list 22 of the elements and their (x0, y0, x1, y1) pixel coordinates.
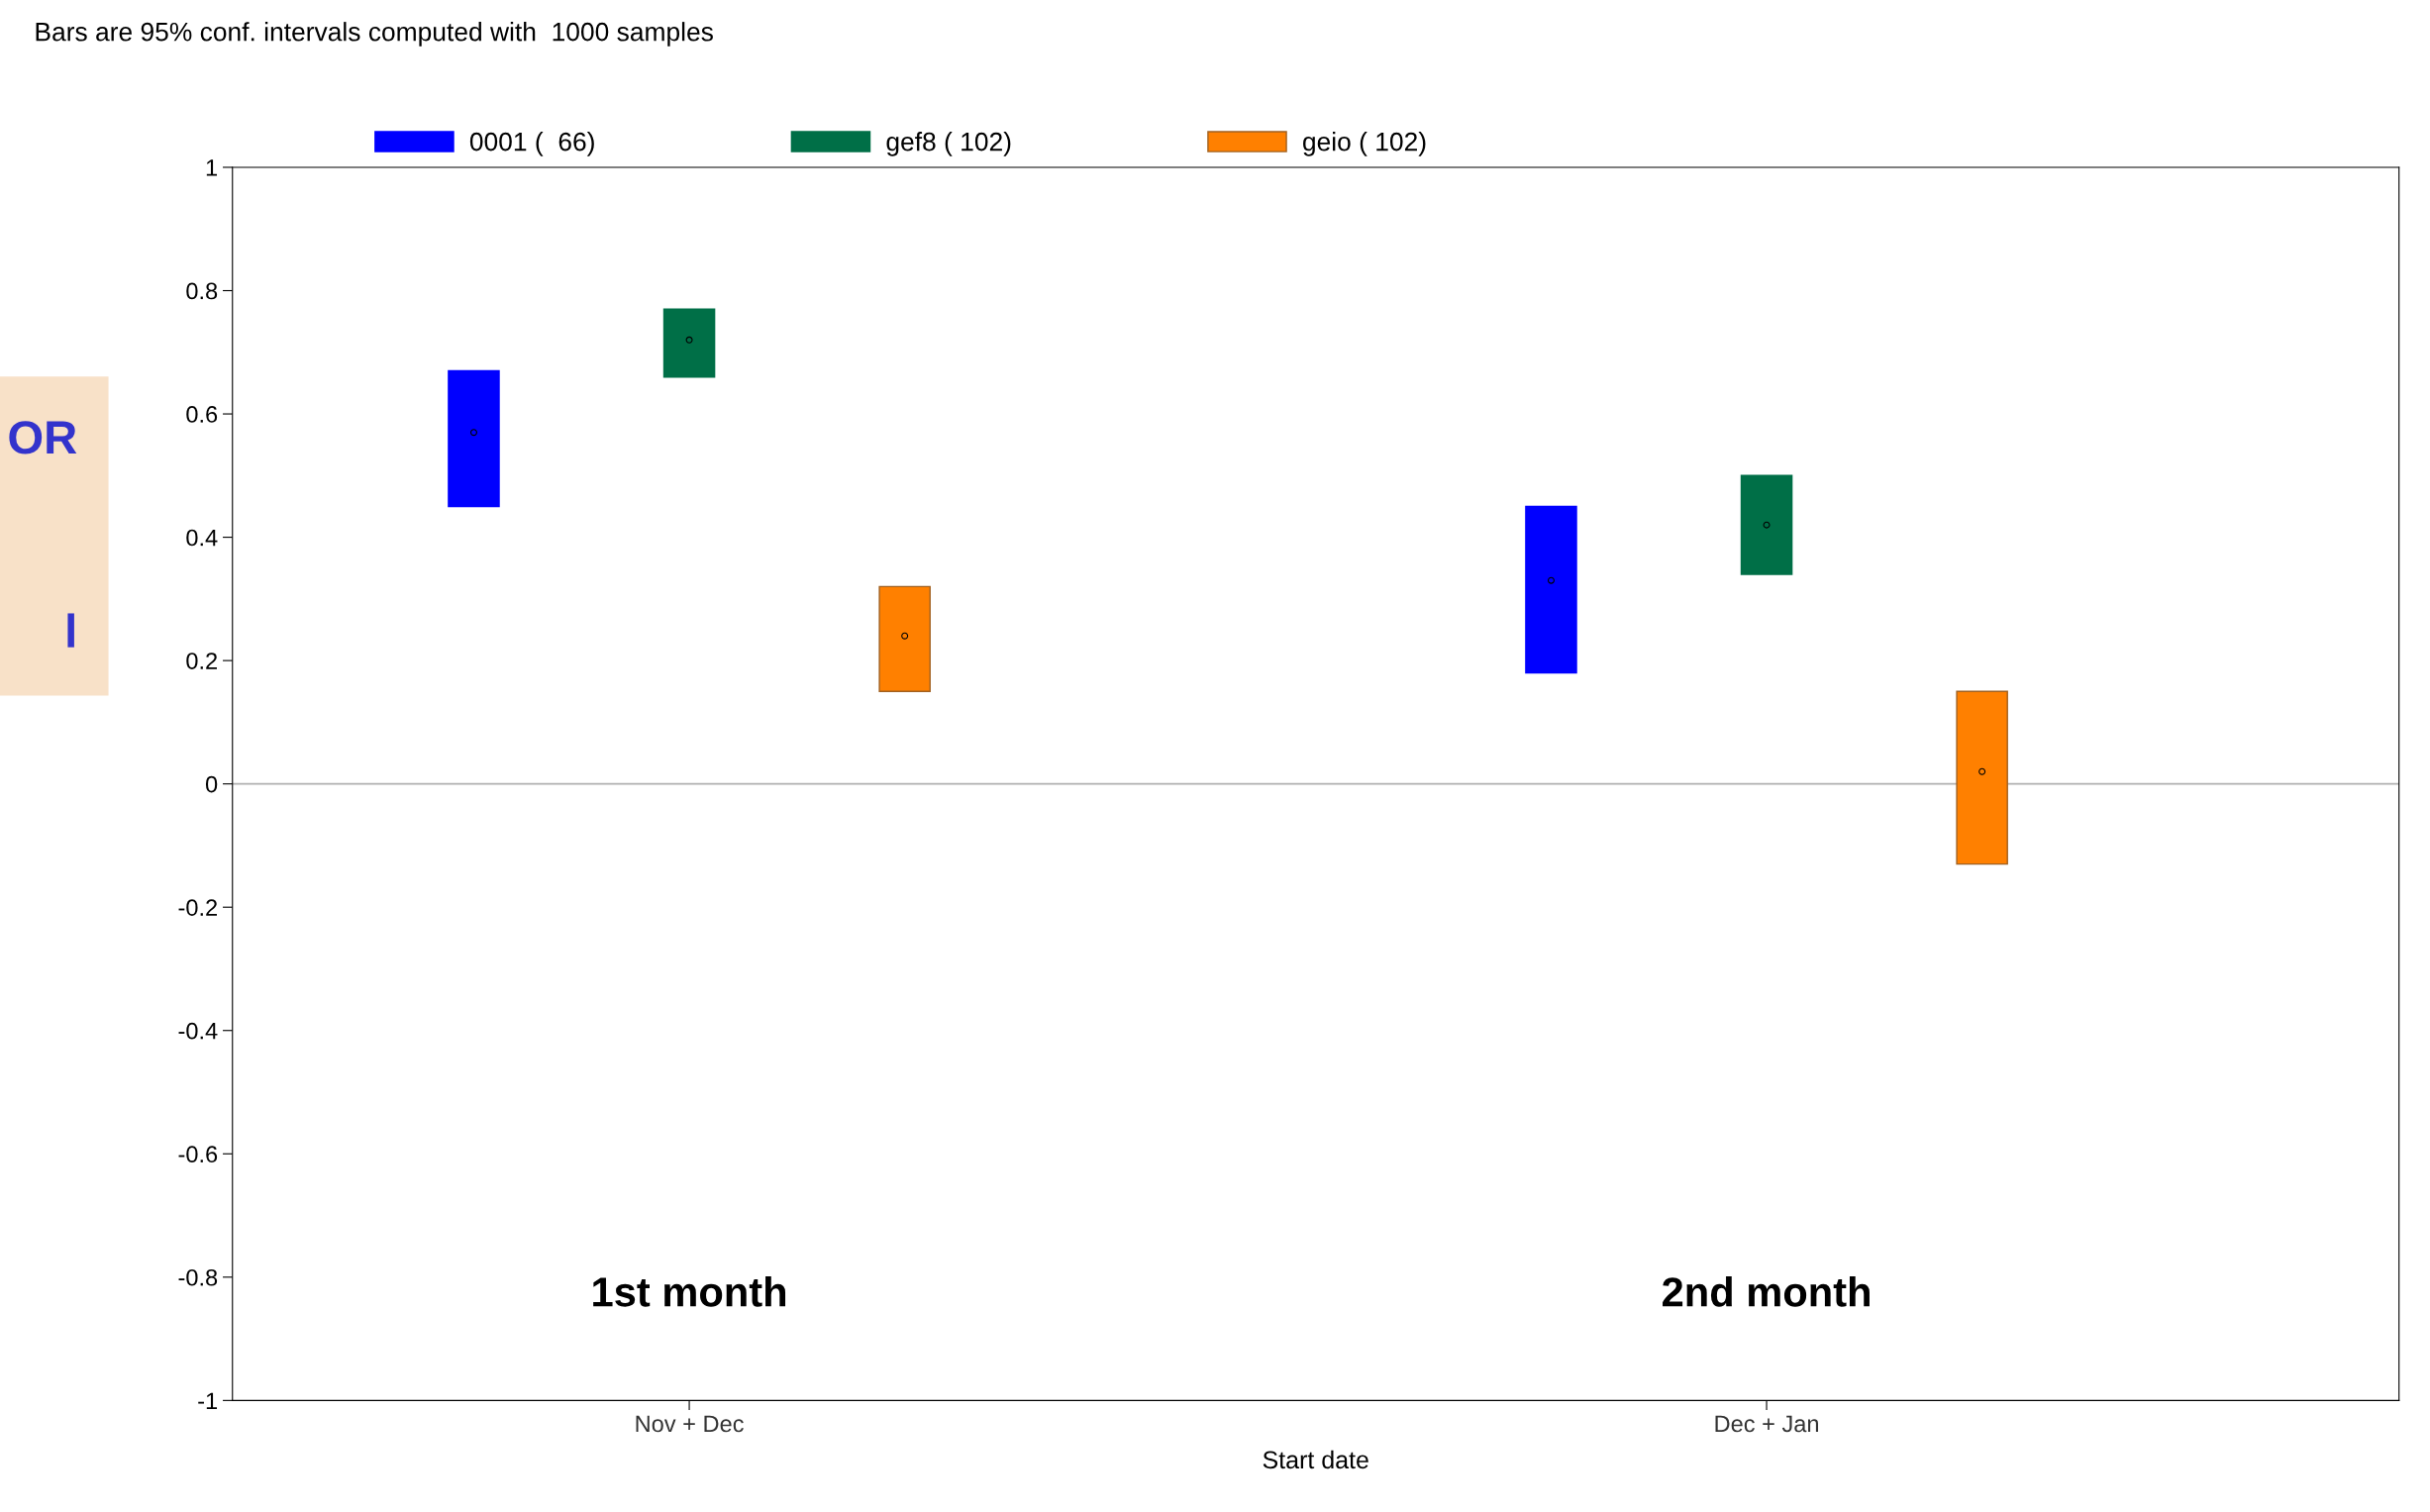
y-tick-label: 0.4 (186, 529, 218, 547)
x-tick-label: Nov + Dec (636, 1415, 744, 1433)
y-tick-label: 1 (206, 159, 218, 176)
chart-title: Bars are 95% conf. intervals computed with 1000 samples (36, 22, 713, 47)
y-tick-label: 0.6 (186, 406, 218, 423)
text: OR (9, 421, 77, 454)
y-tick-label: 0.8 (186, 282, 218, 300)
y-tick-label: -0.4 (178, 1022, 218, 1040)
x-axis-title: Start date (1263, 1450, 1368, 1469)
y-tick-label: -1 (198, 1392, 218, 1409)
annotation: 2nd month (1663, 1276, 1870, 1307)
annotation: 1st month (593, 1276, 786, 1307)
y-tick-label: 0 (205, 775, 218, 793)
legend-label: 0001 ( 66) (469, 132, 594, 156)
x-tick-label: Dec + Jan (1715, 1415, 1818, 1433)
y-tick-label: -0.6 (178, 1146, 218, 1163)
legend-label: gef8 ( 102) (886, 132, 1011, 156)
y-tick-label: 0.2 (186, 653, 217, 669)
y-tick-label: -0.8 (178, 1268, 218, 1286)
y-tick-label: -0.2 (178, 899, 217, 916)
text: l (67, 613, 74, 648)
legend-label: geio ( 102) (1303, 132, 1426, 156)
